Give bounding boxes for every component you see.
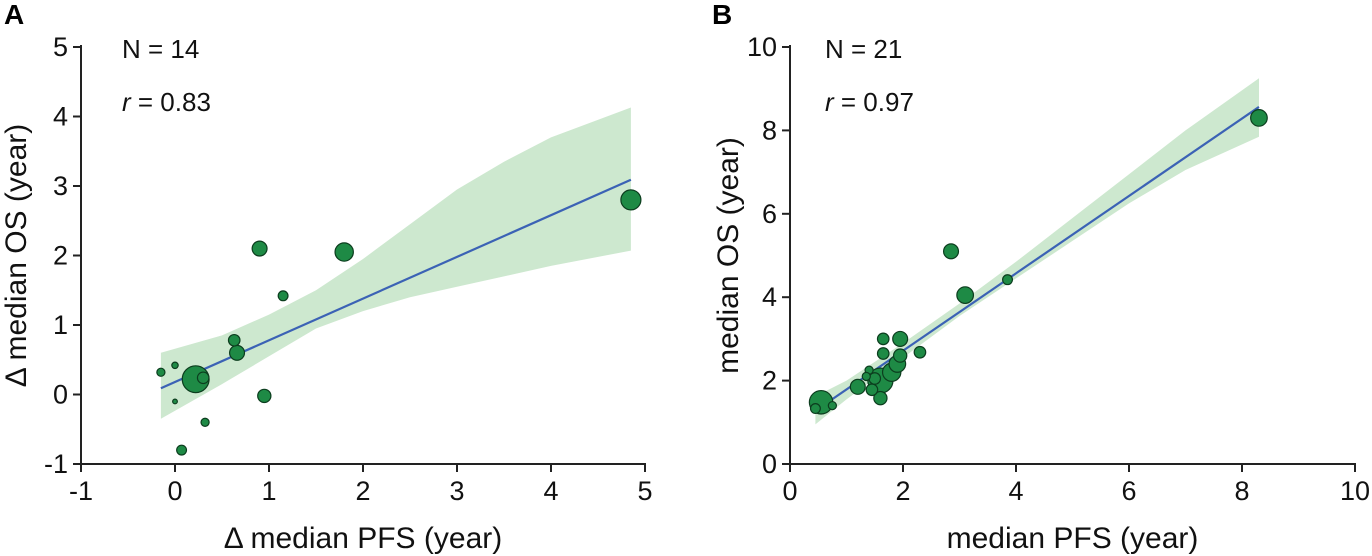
panel-a-x-tick-label: 2	[355, 476, 370, 506]
panel-a-y-tick-label: -1	[44, 449, 68, 479]
panel-a-y-tick-label: 1	[53, 310, 68, 340]
panel-a-data-point-7	[200, 417, 210, 427]
panel-b-regression-line	[814, 106, 1260, 412]
panel-b-y-axis-label: median OS (year)	[712, 137, 745, 374]
panel-b-y-tick-label: 10	[747, 32, 777, 62]
panel-a-y-tick-label: 5	[53, 32, 68, 62]
panel-a-data-point-3	[172, 398, 178, 405]
panel-a-x-axis-label: Δ median PFS (year)	[224, 522, 502, 555]
panel-a-x-tick-label: 1	[261, 476, 276, 506]
panel-a-data-point-1	[156, 367, 166, 377]
panel-b-data-point-20	[1250, 108, 1268, 127]
panel-a-r-value: = 0.83	[131, 87, 211, 117]
panel-a-data-point-4	[176, 444, 188, 456]
panel-a: A -1 0 1 2 3 4 5 -1 0 1 2 3 4 5 Δ median PFS (year) Δ m…	[0, 0, 653, 555]
panel-b-data-point-13	[892, 348, 908, 363]
panel-b-x-tick-label: 4	[1008, 476, 1023, 506]
panel-b-data-point-9	[876, 347, 890, 360]
panel-b-data-point-16	[913, 345, 927, 359]
panel-a-x-tick-label: 5	[637, 476, 652, 506]
panel-a-y-axis-label: Δ median OS (year)	[0, 124, 33, 387]
panel-b-n-annotation: N = 21	[825, 34, 902, 64]
panel-b-r-annotation: r = 0.97	[825, 87, 914, 117]
panel-b-y-tick-label: 8	[762, 115, 777, 145]
panel-a-y-tick-label: 3	[53, 171, 68, 201]
panel-b-x-tick-label: 0	[782, 476, 797, 506]
panel-b-x-tick-label: 10	[1340, 476, 1370, 506]
panel-b-x-tick-label: 6	[1121, 476, 1136, 506]
panel-a-data-point-12	[277, 290, 289, 302]
panel-a-x-tick-label: 4	[543, 476, 558, 506]
panel-a-data-point-6	[196, 371, 210, 385]
panel-a-x-tick-label: 3	[449, 476, 464, 506]
panel-b-data-point-1	[809, 403, 821, 415]
panel-b-confidence-band	[815, 78, 1259, 425]
panel-b-data-point-18	[956, 286, 975, 305]
panel-a-y-tick-label: 2	[53, 241, 68, 271]
panel-a-data-point-13	[334, 242, 354, 262]
panel-b-r-value: = 0.97	[834, 87, 914, 117]
panel-b-data-point-4	[849, 378, 866, 395]
panel-b-y-tick-label: 6	[762, 199, 777, 229]
panel-a-y-tick-label: 0	[53, 380, 68, 410]
panel-a-y-tick-label: 4	[53, 102, 68, 132]
panel-b-data-point-21	[861, 371, 871, 382]
panel-a-data-point-14	[620, 189, 642, 211]
panel-b-data-point-6	[865, 383, 879, 397]
panel-b-y-tick-label: 0	[762, 449, 777, 479]
panel-b-data-point-10	[876, 332, 890, 346]
panel-a-data-point-8	[227, 333, 241, 347]
panel-b-y-tick-label: 4	[762, 282, 777, 312]
panel-a-data-point-10	[251, 240, 268, 257]
panel-b-x-tick-label: 8	[1234, 476, 1249, 506]
panel-b-x-axis-label: median PFS (year)	[947, 522, 1199, 555]
panel-b-data-point-8	[873, 390, 888, 406]
panel-a-data-point-2	[171, 361, 179, 370]
panel-b-y-tick-label: 2	[762, 366, 777, 396]
panel-b-data-point-17	[942, 243, 960, 260]
panel-a-n-annotation: N = 14	[122, 34, 199, 64]
panel-b-data-point-3	[827, 400, 838, 411]
panel-b-data-point-14	[892, 330, 909, 347]
panel-a-x-tick-label: -1	[69, 476, 93, 506]
panel-a-data-point-11	[257, 388, 272, 404]
panel-a-confidence-band	[160, 107, 631, 419]
panel-b: B 0 2 4 6 8 10 0 2 4 6 8 10 median PFS (year) median …	[712, 0, 1370, 555]
panel-a-r-symbol: r	[122, 87, 132, 117]
panel-a-data-point-9	[228, 344, 246, 361]
panel-b-letter: B	[712, 0, 732, 30]
panel-a-r-annotation: r = 0.83	[122, 87, 211, 117]
panel-a-x-tick-label: 0	[167, 476, 182, 506]
panel-b-data-point-19	[1002, 274, 1014, 286]
panel-a-letter: A	[4, 0, 24, 30]
panel-b-x-tick-label: 2	[895, 476, 910, 506]
panel-b-r-symbol: r	[825, 87, 835, 117]
